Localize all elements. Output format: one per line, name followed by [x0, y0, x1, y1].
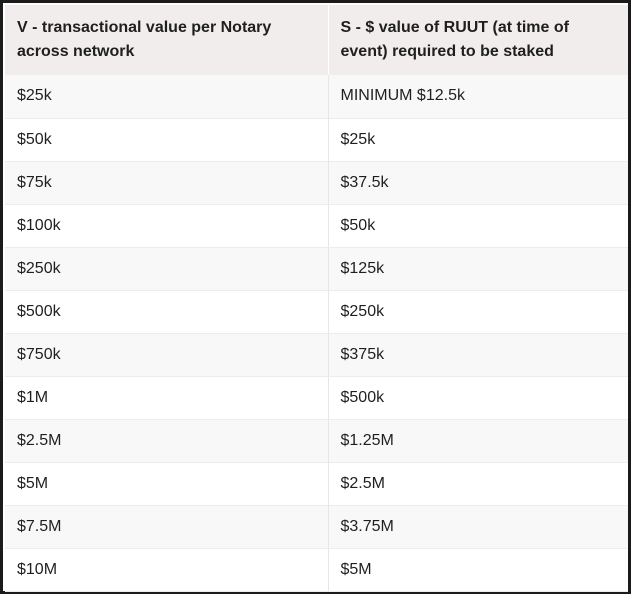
transactional-value-cell: $500k [5, 290, 328, 334]
table-row: $50k $25k [5, 118, 628, 162]
staked-value-cell: $1.25M [327, 419, 628, 463]
column-header-transactional-value: V - transactional value per Notary acros… [17, 19, 272, 60]
table-row: $10M $5M [5, 548, 628, 592]
table-row: $1M $500k [5, 376, 628, 420]
staked-value-cell: $5M [327, 548, 628, 592]
staked-value-cell: $250k [327, 290, 628, 334]
staked-value-cell: $500k [327, 376, 628, 420]
transactional-value-cell: $5M [5, 462, 328, 506]
transactional-value-cell: $100k [5, 204, 328, 248]
transactional-value-cell: $50k [5, 118, 328, 162]
staking-table: V - transactional value per Notary acros… [5, 5, 628, 592]
staked-value-cell: $375k [327, 333, 628, 377]
transactional-value-cell: $1M [5, 376, 328, 420]
transactional-value-cell: $2.5M [5, 419, 328, 463]
transactional-value-cell: $250k [5, 247, 328, 291]
staked-value-cell: $25k [327, 118, 628, 162]
table-row: $250k $125k [5, 247, 628, 291]
staked-value-cell: $37.5k [327, 161, 628, 205]
transactional-value-cell: $7.5M [5, 505, 328, 549]
transactional-value-cell: $25k [5, 75, 328, 119]
staked-value-cell: $2.5M [327, 462, 628, 506]
table-header: V - transactional value per Notary acros… [5, 5, 628, 75]
table-row: $100k $50k [5, 204, 628, 248]
table-row: $500k $250k [5, 290, 628, 334]
header-row: V - transactional value per Notary acros… [5, 5, 628, 75]
staked-value-cell: $125k [327, 247, 628, 291]
table-row: $5M $2.5M [5, 462, 628, 506]
table-row: $750k $375k [5, 333, 628, 377]
staked-value-cell: $3.75M [327, 505, 628, 549]
column-header-staked-value: S - $ value of RUUT (at time of event) r… [327, 5, 628, 75]
table-row: $7.5M $3.75M [5, 505, 628, 549]
table-row: $75k $37.5k [5, 161, 628, 205]
transactional-value-cell: $750k [5, 333, 328, 377]
transactional-value-cell: $75k [5, 161, 328, 205]
staked-value-cell: MINIMUM $12.5k [327, 75, 628, 119]
table-row: $2.5M $1.25M [5, 419, 628, 463]
staked-value-cell: $50k [327, 204, 628, 248]
table-body: $25k MINIMUM $12.5k $50k $25k $75k $37.5… [5, 75, 628, 592]
table-row: $25k MINIMUM $12.5k [5, 75, 628, 119]
transactional-value-cell: $10M [5, 548, 328, 592]
